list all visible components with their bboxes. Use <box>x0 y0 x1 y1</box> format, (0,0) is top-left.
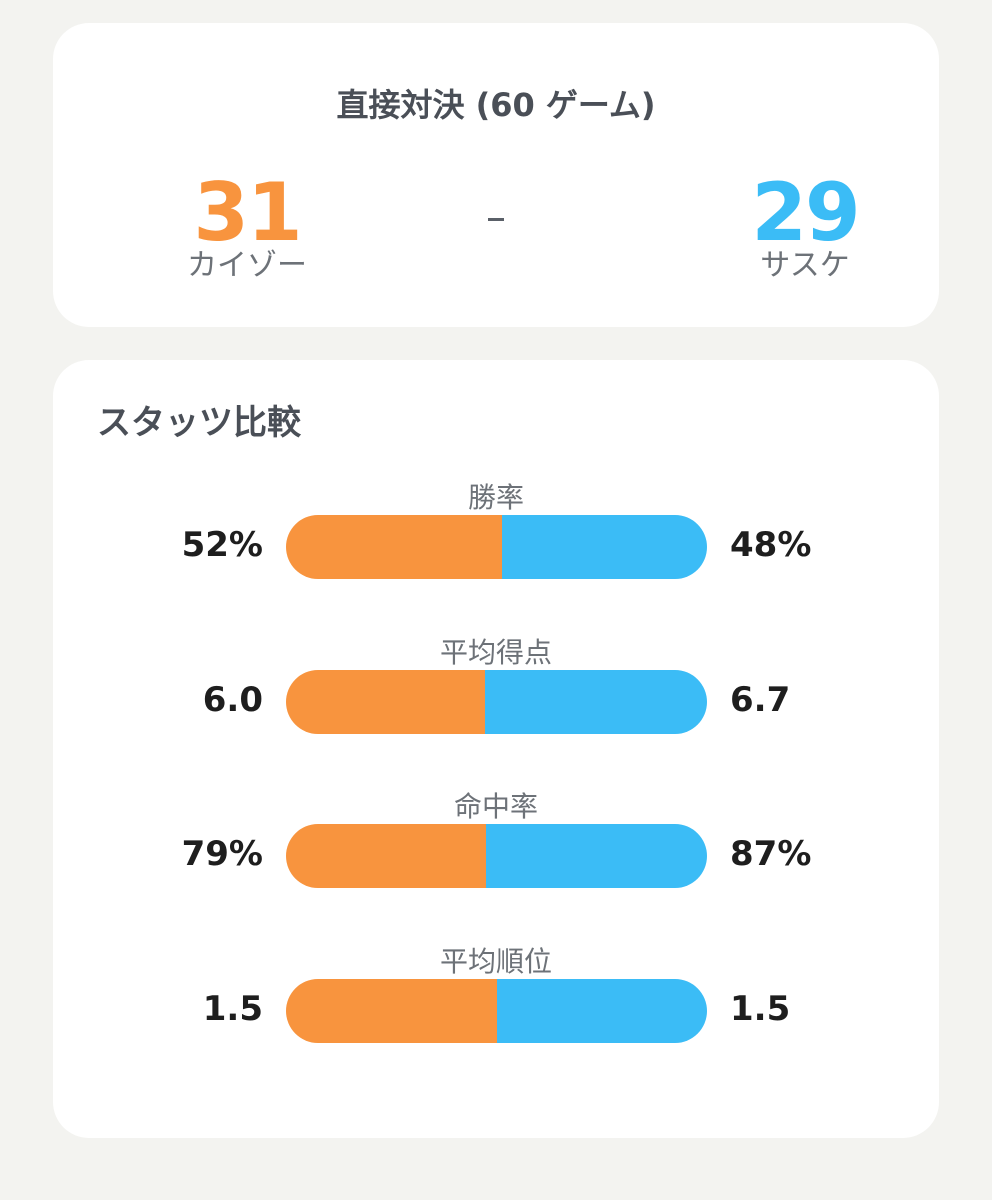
player2-stat-value: 6.7 <box>730 680 791 720</box>
comparison-bar <box>286 515 707 579</box>
player2-name: サスケ <box>760 248 850 283</box>
head-to-head-card: 直接対決 (60 ゲーム) 31 カイゾー 29 サスケ <box>53 23 939 327</box>
player2-bar <box>486 824 707 888</box>
stat-label: 命中率 <box>453 790 538 823</box>
comparison-bar <box>286 670 707 734</box>
player1-stat-value: 52% <box>181 525 263 565</box>
head-to-head-title: 直接対決 (60 ゲーム) <box>336 86 656 124</box>
player1-stat-value: 79% <box>181 834 263 874</box>
player1-bar <box>286 670 485 734</box>
stats-comparison-title: スタッツ比較 <box>97 403 301 443</box>
player1-stat-value: 6.0 <box>202 680 263 720</box>
stat-row-avg-rank: 平均順位 1.5 1.5 <box>53 948 939 1068</box>
player2-score: 29 <box>751 166 860 259</box>
stat-row-hit-rate: 命中率 79% 87% <box>53 793 939 913</box>
player1-score: 31 <box>193 166 302 259</box>
player2-bar <box>496 979 707 1043</box>
stat-row-win-rate: 勝率 52% 48% <box>53 484 939 604</box>
stat-label: 勝率 <box>467 481 524 514</box>
player2-bar <box>484 670 707 734</box>
comparison-bar <box>286 824 707 888</box>
score-separator-dash <box>488 218 504 221</box>
stats-comparison-card: スタッツ比較 勝率 52% 48% 平均得点 6.0 6.7 命中率 79% 8… <box>53 360 939 1138</box>
stat-row-avg-score: 平均得点 6.0 6.7 <box>53 639 939 759</box>
player2-stat-value: 1.5 <box>730 989 791 1029</box>
player2-bar <box>501 515 707 579</box>
player1-bar <box>286 515 502 579</box>
comparison-bar <box>286 979 707 1043</box>
stat-label: 平均得点 <box>439 636 552 669</box>
stat-label: 平均順位 <box>439 945 552 978</box>
player2-stat-value: 48% <box>730 525 812 565</box>
player1-stat-value: 1.5 <box>202 989 263 1029</box>
player2-stat-value: 87% <box>730 834 812 874</box>
player1-bar <box>286 979 497 1043</box>
player1-name: カイゾー <box>187 248 307 283</box>
player1-bar <box>286 824 487 888</box>
